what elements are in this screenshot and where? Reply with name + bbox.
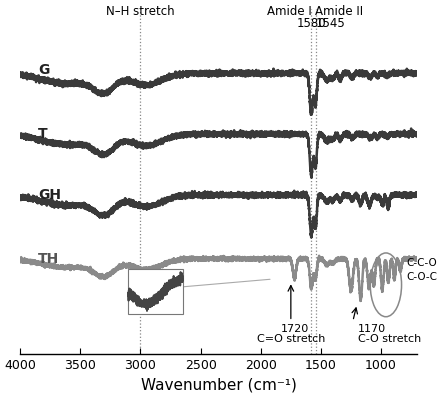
Text: C-O-C: C-O-C: [406, 272, 437, 282]
Text: 1720: 1720: [280, 324, 309, 334]
Text: TH: TH: [38, 252, 59, 266]
Text: 1545: 1545: [315, 17, 345, 30]
Text: C-O stretch: C-O stretch: [358, 334, 421, 344]
Text: 1170: 1170: [358, 324, 386, 334]
Text: G: G: [38, 64, 50, 77]
Text: Amide II: Amide II: [315, 5, 363, 18]
Bar: [128, 269, 183, 314]
X-axis label: Wavenumber (cm⁻¹): Wavenumber (cm⁻¹): [141, 378, 296, 393]
Text: C=O stretch: C=O stretch: [256, 334, 325, 344]
Text: T: T: [38, 127, 48, 141]
Text: GH: GH: [38, 188, 61, 202]
Text: C-C-O: C-C-O: [406, 258, 437, 268]
Text: 1580: 1580: [296, 17, 326, 30]
Text: Amide I: Amide I: [267, 5, 311, 18]
Text: N–H stretch: N–H stretch: [106, 5, 175, 18]
